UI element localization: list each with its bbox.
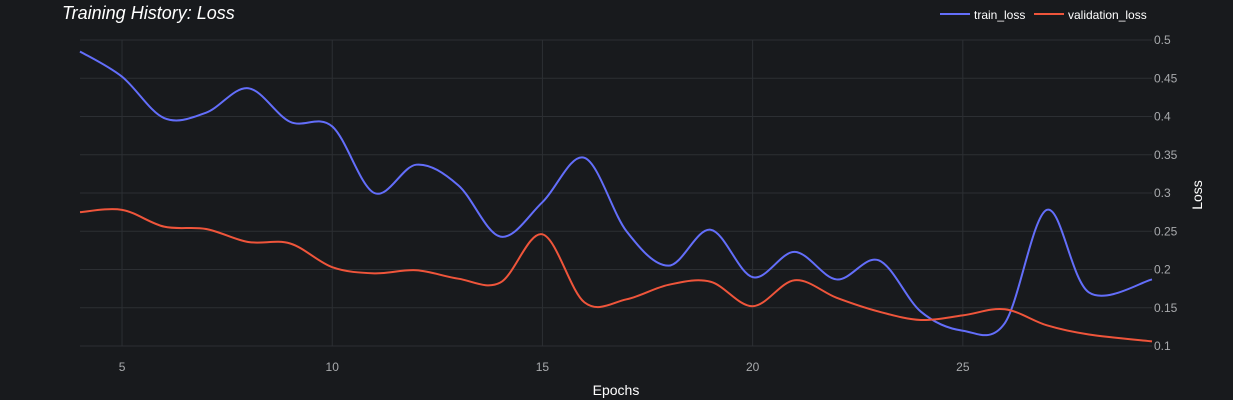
- y-tick-label: 0.1: [1154, 339, 1171, 353]
- y-tick-label: 0.25: [1154, 224, 1178, 238]
- legend-item-train-loss[interactable]: train_loss: [940, 8, 1025, 22]
- legend-label: train_loss: [974, 8, 1025, 22]
- y-tick-label: 0.35: [1154, 148, 1178, 162]
- y-tick-label: 0.45: [1154, 71, 1178, 85]
- y-tick-label: 0.3: [1154, 186, 1171, 200]
- y-tick-label: 0.5: [1154, 33, 1171, 47]
- y-axis-ticks: 0.1 0.15 0.2 0.25 0.3 0.35 0.4 0.45 0.5: [1154, 33, 1178, 353]
- chart-title: Training History: Loss: [62, 3, 235, 23]
- y-axis-title: Loss: [1189, 180, 1205, 210]
- series-line-validation-loss: [79, 208, 1153, 343]
- x-tick-label: 25: [956, 360, 970, 374]
- grid-lines: [80, 39, 1152, 347]
- x-tick-label: 5: [119, 360, 126, 374]
- series-lines: [79, 50, 1153, 343]
- x-axis-title: Epochs: [593, 382, 640, 398]
- x-axis-ticks: 5 10 15 20 25: [119, 360, 970, 374]
- legend[interactable]: train_loss validation_loss: [940, 8, 1147, 22]
- legend-item-validation-loss[interactable]: validation_loss: [1034, 8, 1147, 22]
- x-tick-label: 20: [746, 360, 760, 374]
- x-tick-label: 10: [326, 360, 340, 374]
- y-tick-label: 0.2: [1154, 263, 1171, 277]
- y-tick-label: 0.15: [1154, 301, 1178, 315]
- y-tick-label: 0.4: [1154, 110, 1171, 124]
- x-tick-label: 15: [536, 360, 550, 374]
- legend-label: validation_loss: [1068, 8, 1147, 22]
- series-line-train-loss: [79, 50, 1153, 337]
